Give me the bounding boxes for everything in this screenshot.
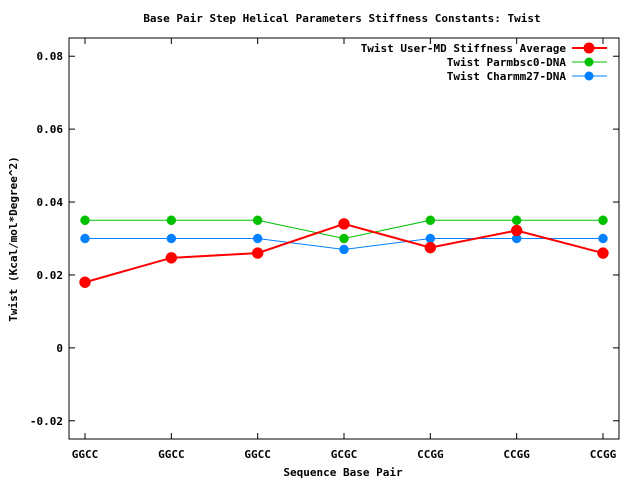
data-point <box>425 215 436 226</box>
data-point <box>339 244 349 255</box>
data-point <box>252 233 263 244</box>
legend-label: Twist Charmm27-DNA <box>447 70 567 83</box>
x-tick-label: GGCC <box>158 448 185 461</box>
y-tick-label: 0.02 <box>37 269 64 282</box>
data-point <box>166 233 177 244</box>
data-point <box>80 215 90 226</box>
data-point <box>597 247 609 259</box>
data-point <box>339 233 349 244</box>
x-tick-label: GCGC <box>331 448 358 461</box>
x-tick-label: CCGG <box>503 448 530 461</box>
data-point <box>598 233 608 244</box>
data-point <box>511 215 522 226</box>
data-point <box>424 241 437 254</box>
data-point <box>252 215 263 226</box>
data-point <box>80 233 90 244</box>
y-tick-label: 0 <box>56 342 63 355</box>
legend-marker <box>584 71 594 81</box>
y-axis-label: Twist (Kcal/mol*Degree^2) <box>7 156 20 322</box>
x-tick-label: CCGG <box>590 448 617 461</box>
data-point <box>166 215 177 226</box>
legend-marker <box>583 42 595 54</box>
x-axis: GGCC GGCC GGCC GCGC CCGG CCGG CCGG <box>72 38 617 461</box>
series-layer <box>79 215 609 288</box>
legend-label: Twist User-MD Stiffness Average <box>361 42 567 55</box>
y-axis: -0.02 0 0.02 0.04 0.06 0.08 <box>30 50 619 428</box>
x-tick-label: CCGG <box>417 448 444 461</box>
y-tick-label: 0.08 <box>37 50 64 63</box>
data-point <box>338 218 350 230</box>
legend-label: Twist Parmbsc0-DNA <box>447 56 567 69</box>
chart-title: Base Pair Step Helical Parameters Stiffn… <box>143 12 540 25</box>
data-point <box>598 215 608 226</box>
y-tick-label: 0.06 <box>37 123 64 136</box>
data-point <box>79 276 91 288</box>
legend-marker <box>584 57 594 67</box>
x-axis-label: Sequence Base Pair <box>283 466 403 479</box>
y-tick-label: -0.02 <box>30 415 63 428</box>
data-point <box>165 252 178 264</box>
data-point <box>510 224 523 237</box>
data-point <box>251 247 264 259</box>
y-tick-label: 0.04 <box>37 196 64 209</box>
data-point <box>425 233 436 244</box>
x-tick-label: GGCC <box>244 448 271 461</box>
x-tick-label: GGCC <box>72 448 99 461</box>
